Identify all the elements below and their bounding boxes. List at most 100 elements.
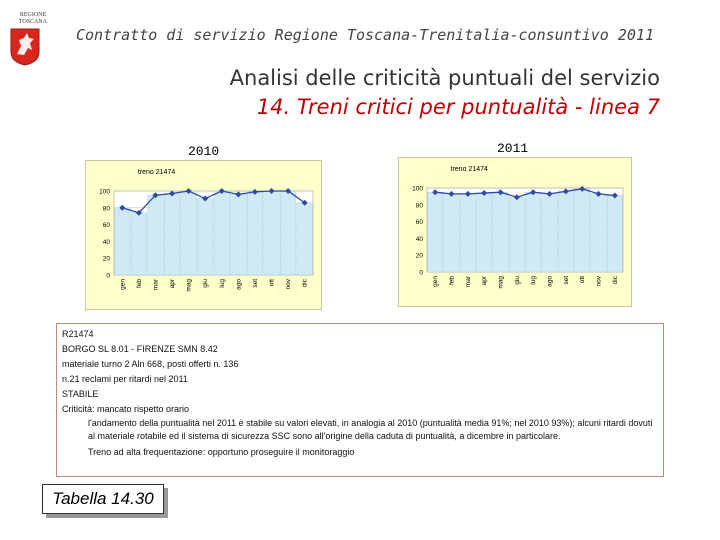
chart-2010-xtick-label: apr: [169, 278, 176, 288]
chart-2011-bar: [459, 193, 476, 273]
chart-2011-ytick-label: 100: [412, 186, 423, 193]
chart-2011-bar: [557, 191, 574, 273]
chart-2010-xtick-label: mar: [152, 278, 159, 290]
chart-2011-xtick-label: dic: [612, 275, 619, 284]
chart-2010-bar: [263, 190, 280, 276]
info-trend: STABILE: [62, 389, 99, 399]
chart-2010-bar: [230, 194, 247, 276]
chart-2011-year-label: 2011: [497, 141, 529, 156]
chart-2010-bar: [246, 191, 263, 276]
chart-2010-ytick-label: 60: [103, 222, 111, 229]
chart-2010-bar: [114, 207, 131, 276]
info-analysis-paragraph: l'andamento della puntualità nel 2011 è …: [88, 418, 653, 441]
chart-2010-bar: [280, 190, 297, 276]
chart-2010-bar: [213, 190, 230, 276]
chart-2010-xtick-label: nov: [285, 278, 292, 289]
chart-2011-data-point: [448, 190, 455, 197]
chart-2011-xtick-label: feb: [449, 276, 456, 285]
info-material: materiale turno 2 Aln 668, posti offerti…: [62, 359, 239, 369]
chart-2011-xtick-label: mag: [498, 276, 505, 289]
chart-2011-bar: [508, 197, 525, 273]
logo-text-toscana: TOSCANA: [18, 19, 48, 25]
chart-2010-xtick-label: lug: [219, 279, 226, 288]
info-route: BORGO SL 8.01 - FIRENZE SMN 8.42: [62, 344, 218, 354]
chart-2011-series-label: treno 21474: [451, 166, 488, 173]
chart-2010-data-point: [169, 190, 176, 197]
train-info-box: R21474 BORGO SL 8.01 - FIRENZE SMN 8.42 …: [56, 323, 664, 477]
chart-2010-xtick-label: mag: [186, 279, 193, 292]
chart-2011-xtick-label: gen: [432, 276, 439, 287]
chart-2011-data-point: [595, 190, 602, 197]
chart-2010-data-point: [218, 188, 225, 194]
chart-2010-series-label: treno 21474: [138, 169, 175, 176]
chart-2010-data-point: [268, 188, 275, 194]
info-complaints: n.21 reclami per ritardi nel 2011: [62, 374, 188, 384]
chart-2011-ytick-label: 20: [416, 253, 424, 260]
chart-2010-xtick-label: giu: [202, 279, 209, 288]
chart-2010-ytick-label: 80: [103, 205, 111, 212]
chart-2011-bar: [443, 193, 460, 273]
chart-2011-ytick-label: 80: [416, 202, 424, 209]
chart-2011-bar: [541, 193, 558, 273]
logo-text-regione: REGIONE: [19, 12, 47, 18]
pegasus-shield-icon: [10, 28, 40, 66]
chart-2011: treno 21474 0 20 40 60 80 100 gen feb mar apr mag gi…: [412, 166, 624, 289]
header-title: Contratto di servizio Regione Toscana-Tr…: [76, 26, 654, 44]
chart-2010-plot-area: [113, 190, 314, 276]
chart-2010-data-point: [152, 192, 159, 199]
chart-2011-xtick-label: nov: [596, 275, 603, 286]
chart-2011-xtick-label: mar: [465, 275, 472, 287]
chart-2010-data-point: [235, 191, 242, 198]
chart-2011-data-point: [432, 189, 439, 196]
chart-2011-ytick-label: 60: [416, 219, 424, 226]
chart-2010-ytick-label: 100: [99, 189, 110, 196]
chart-2011-bar: [492, 192, 509, 273]
chart-2010-xtick-label: set: [252, 279, 259, 288]
chart-2010-xtick-label: gen: [119, 279, 126, 290]
regione-toscana-logo: REGIONE TOSCANA: [10, 12, 56, 70]
chart-2010-bar: [180, 190, 197, 276]
chart-2011-xtick-label: giu: [514, 276, 521, 285]
chart-2010-ytick-label: 40: [103, 239, 111, 246]
chart-2010-data-point: [301, 199, 308, 206]
chart-2010: treno 21474 0 20 40 60 80 100 gen feb mar apr mag gi…: [99, 169, 314, 292]
chart-2011-bar: [606, 195, 623, 273]
chart-2010-xtick-label: dic: [302, 278, 309, 287]
chart-2010-bar: [296, 202, 313, 276]
chart-2010-xtick-label: ago: [235, 279, 242, 290]
info-criticality: Criticità: mancato rispetto orario: [62, 404, 190, 414]
chart-2011-data-point: [611, 192, 618, 199]
chart-2011-panel: treno 21474 0 20 40 60 80 100 gen feb mar apr mag gi…: [398, 157, 632, 307]
chart-2010-data-point: [285, 188, 292, 194]
chart-2010-bar: [164, 193, 181, 276]
chart-2010-ytick-label: 20: [103, 256, 111, 263]
chart-2010-ytick-label: 0: [106, 273, 110, 280]
chart-2011-xtick-label: ago: [547, 276, 554, 287]
chart-2010-xtick-label: ott: [269, 279, 276, 286]
chart-2011-data-point: [562, 188, 569, 195]
chart-2011-bar: [525, 192, 542, 273]
chart-2011-ytick-label: 0: [419, 270, 423, 277]
info-recommendation: Treno ad alta frequentazione: opportuno …: [88, 447, 355, 457]
chart-2010-bar: [197, 198, 214, 276]
chart-2011-xtick-label: ott: [579, 276, 586, 283]
table-number-label: Tabella 14.30: [42, 484, 164, 514]
chart-2011-plot-area: [426, 187, 624, 273]
chart-2010-xtick-label: feb: [136, 279, 143, 288]
chart-2011-data-point: [579, 185, 586, 192]
chart-2010-bar: [130, 212, 147, 276]
chart-2010-bar: [147, 195, 164, 276]
chart-2010-year-label: 2010: [188, 144, 220, 159]
info-train-code: R21474: [62, 329, 94, 339]
chart-2010-data-point: [251, 188, 258, 195]
chart-2011-bar: [590, 193, 607, 273]
chart-2010-data-point: [135, 209, 142, 216]
chart-2011-ytick-label: 40: [416, 236, 424, 243]
chart-2011-data-point: [464, 190, 471, 197]
chart-2011-bar: [574, 188, 591, 273]
page-subtitle: 14. Treni critici per puntualità - linea…: [256, 95, 660, 119]
chart-2010-data-point: [119, 204, 126, 211]
chart-2011-xtick-label: apr: [481, 275, 488, 285]
chart-2011-data-point: [497, 189, 504, 196]
chart-2011-xtick-label: set: [563, 276, 570, 285]
